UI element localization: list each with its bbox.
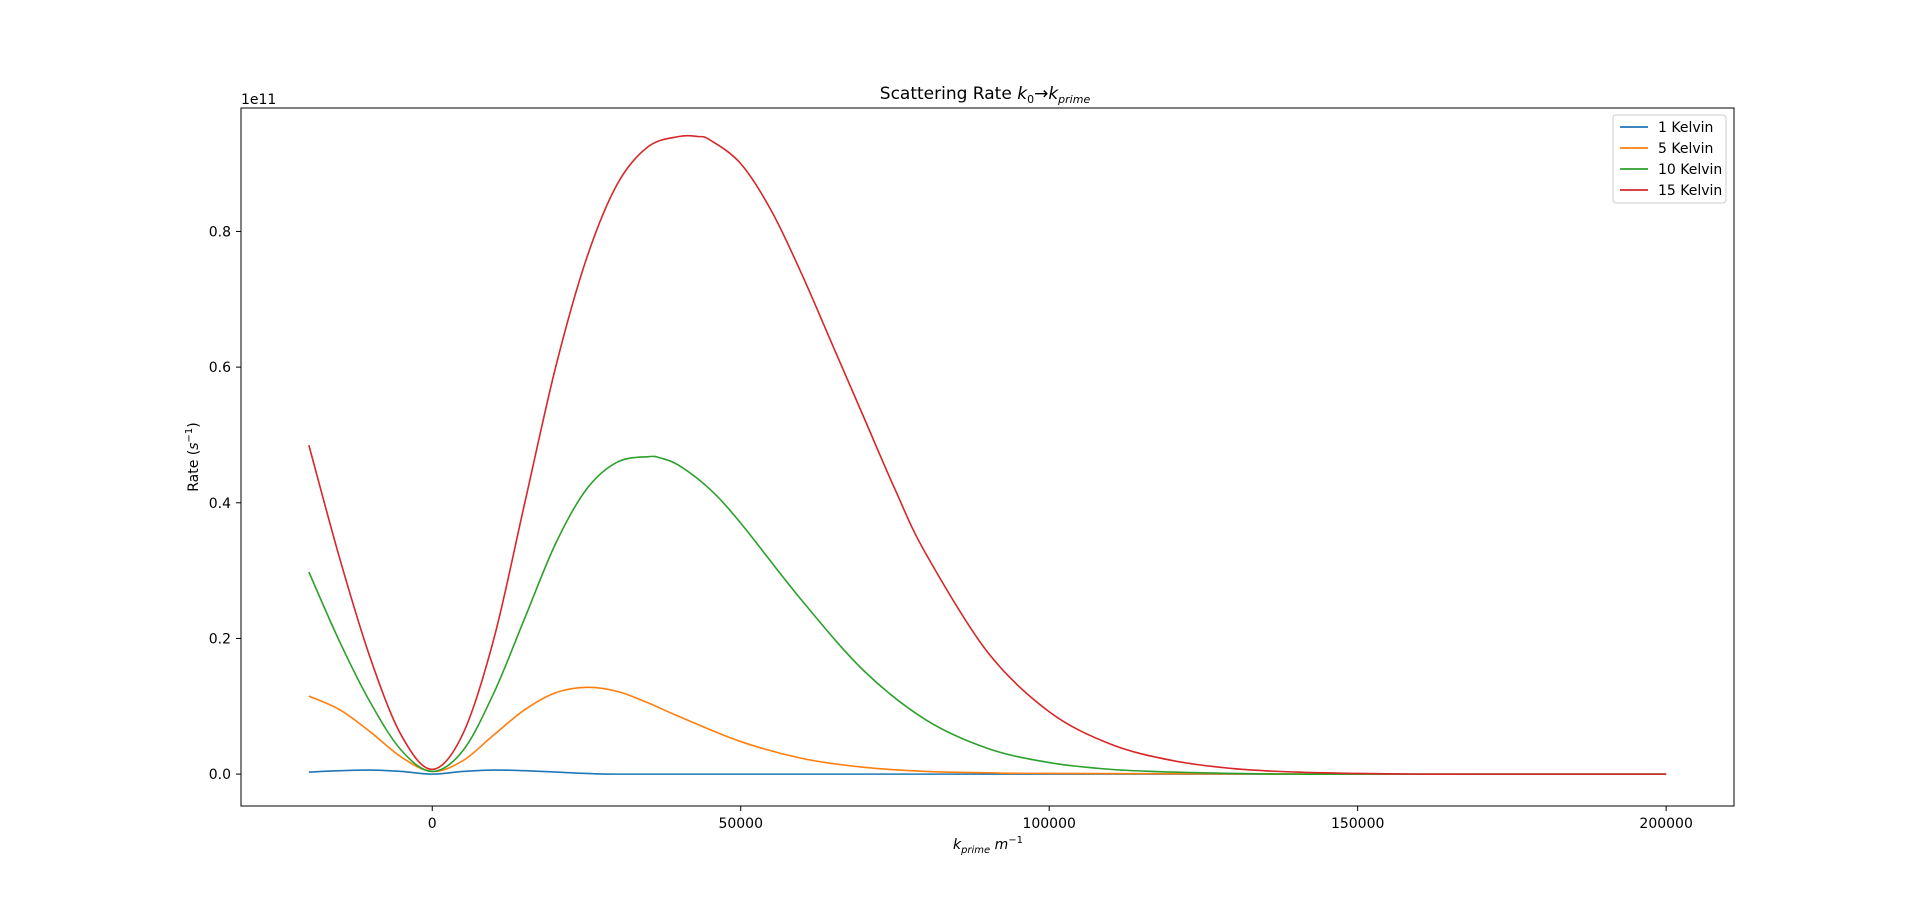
legend: 1 Kelvin 5 Kelvin 10 Kelvin 15 Kelvin — [1612, 114, 1727, 204]
legend-label: 15 Kelvin — [1658, 183, 1722, 199]
series-layer — [308, 134, 1667, 775]
chart-title: Scattering Rate k0→kprime — [880, 84, 1091, 106]
x-tick-label: 100000 — [1022, 816, 1075, 832]
y-offset-text: 1e11 — [241, 92, 276, 108]
x-tick-label: 0 — [428, 816, 437, 832]
series-line-3 — [308, 455, 1667, 775]
legend-label: 1 Kelvin — [1658, 120, 1713, 136]
legend-label: 10 Kelvin — [1658, 162, 1722, 178]
y-tick-label: 0.8 — [209, 224, 231, 240]
y-tick-label: 0.2 — [209, 631, 231, 647]
y-tick-label: 0.4 — [209, 496, 231, 512]
series-line-4 — [308, 134, 1667, 775]
y-tick-label: 0.6 — [209, 360, 231, 376]
x-tick-label: 200000 — [1639, 816, 1692, 832]
y-axis-ticks: 0.0 0.2 0.4 0.6 0.8 — [209, 224, 241, 783]
y-axis-label: Rate (s−1) — [184, 422, 202, 492]
x-axis-label: kprime m−1 — [953, 835, 1023, 856]
legend-box — [1612, 114, 1727, 204]
legend-label: 5 Kelvin — [1658, 141, 1713, 157]
plot-frame — [240, 107, 1735, 807]
x-axis-ticks: 0 50000 100000 150000 200000 — [428, 806, 1693, 832]
x-tick-label: 150000 — [1331, 816, 1384, 832]
y-tick-label: 0.0 — [209, 767, 231, 783]
x-tick-label: 50000 — [718, 816, 763, 832]
